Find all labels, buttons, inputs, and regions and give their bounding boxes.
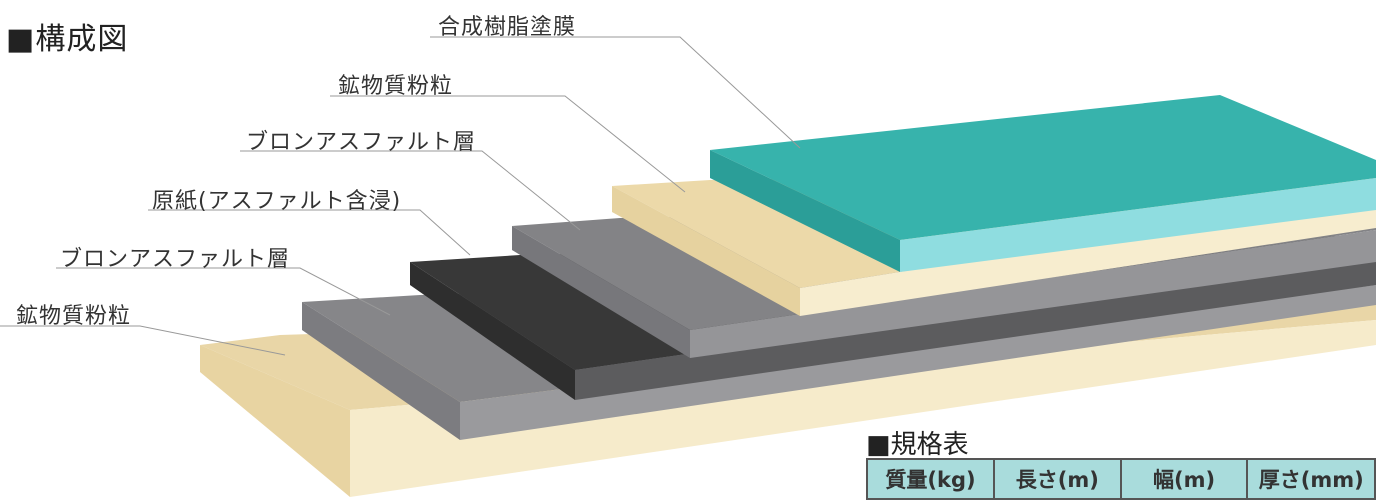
- label-bronze-asphalt-lower: ブロンアスファルト層: [60, 247, 291, 272]
- spec-header-width: 幅(m): [1119, 458, 1249, 500]
- spec-table: 質量(kg) 長さ(m) 幅(m) 厚さ(mm): [866, 458, 1376, 500]
- spec-header-mass: 質量(kg): [866, 458, 995, 500]
- label-resin-coating: 合成樹脂塗膜: [438, 15, 577, 40]
- label-base-paper: 原紙(アスファルト含浸): [152, 189, 402, 214]
- spec-header-thickness: 厚さ(mm): [1246, 458, 1376, 500]
- leader-lines: [0, 36, 801, 356]
- layer-resin-coating: [710, 95, 1376, 272]
- spec-header-length: 長さ(m): [992, 458, 1122, 500]
- label-bronze-asphalt-upper: ブロンアスファルト層: [246, 130, 477, 155]
- label-top-mineral: 鉱物質粉粒: [338, 74, 454, 99]
- page-title: ■構成図: [6, 22, 129, 57]
- spec-table-header-row: 質量(kg) 長さ(m) 幅(m) 厚さ(mm): [866, 458, 1376, 500]
- label-bottom-mineral: 鉱物質粉粒: [16, 304, 132, 329]
- spec-table-title: ■規格表: [866, 430, 969, 460]
